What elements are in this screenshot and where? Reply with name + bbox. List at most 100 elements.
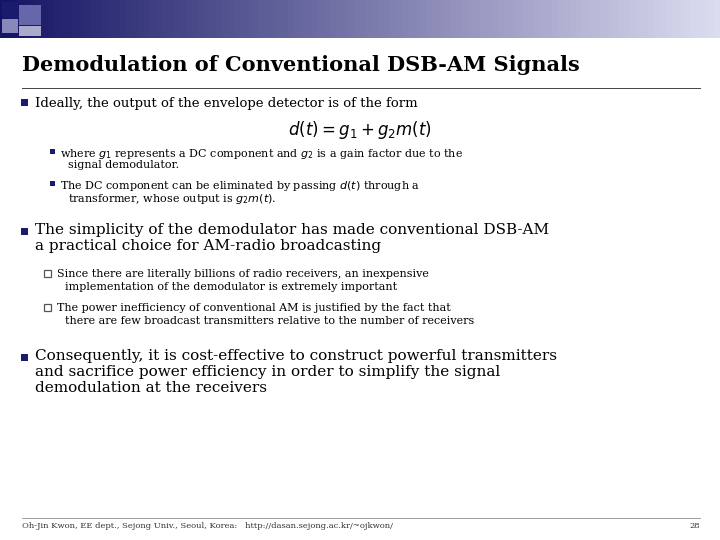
Text: where $g_1$ represents a DC component and $g_2$ is a gain factor due to the: where $g_1$ represents a DC component an… — [60, 147, 463, 161]
Text: Ideally, the output of the envelope detector is of the form: Ideally, the output of the envelope dete… — [35, 97, 418, 110]
Bar — [12, 0, 19, 38]
Bar — [72, 0, 79, 38]
Bar — [132, 0, 139, 38]
Bar — [636, 0, 643, 38]
Text: signal demodulator.: signal demodulator. — [68, 160, 179, 170]
Bar — [276, 0, 283, 38]
Bar — [684, 0, 691, 38]
Bar — [672, 0, 679, 38]
Bar — [192, 0, 199, 38]
Bar — [330, 0, 337, 38]
Bar — [156, 0, 163, 38]
Bar — [84, 0, 91, 38]
Bar — [19, 5, 41, 25]
Text: implementation of the demodulator is extremely important: implementation of the demodulator is ext… — [65, 282, 397, 292]
Bar — [534, 0, 541, 38]
Bar — [204, 0, 211, 38]
Bar — [546, 0, 553, 38]
Bar — [624, 0, 631, 38]
Bar — [690, 0, 697, 38]
Bar — [402, 0, 409, 38]
Bar — [114, 0, 121, 38]
Bar — [396, 0, 403, 38]
Bar — [468, 0, 475, 38]
Bar — [120, 0, 127, 38]
Bar — [78, 0, 85, 38]
Bar — [162, 0, 169, 38]
Text: transformer, whose output is $g_2m(t)$.: transformer, whose output is $g_2m(t)$. — [68, 192, 276, 206]
Bar — [20, 98, 27, 105]
Bar — [54, 0, 61, 38]
Bar — [50, 180, 55, 186]
Bar — [60, 0, 67, 38]
Text: The simplicity of the demodulator has made conventional DSB-AM
a practical choic: The simplicity of the demodulator has ma… — [35, 223, 549, 253]
Bar — [126, 0, 133, 38]
Bar — [174, 0, 181, 38]
Bar — [42, 0, 49, 38]
Bar — [642, 0, 649, 38]
Bar — [390, 0, 397, 38]
Text: The DC component can be eliminated by passing $d(t)$ through a: The DC component can be eliminated by pa… — [60, 179, 420, 193]
Bar — [510, 0, 517, 38]
Bar — [300, 0, 307, 38]
Bar — [258, 0, 265, 38]
Text: $d(t) = g_1 + g_2m(t)$: $d(t) = g_1 + g_2m(t)$ — [288, 119, 432, 141]
Bar — [414, 0, 421, 38]
Bar — [90, 0, 97, 38]
Bar — [666, 0, 673, 38]
Bar — [540, 0, 547, 38]
Bar — [480, 0, 487, 38]
Bar — [372, 0, 379, 38]
Bar — [420, 0, 427, 38]
Bar — [714, 0, 720, 38]
Bar — [354, 0, 361, 38]
Bar — [342, 0, 349, 38]
Text: The power inefficiency of conventional AM is justified by the fact that: The power inefficiency of conventional A… — [57, 303, 451, 313]
Bar — [516, 0, 523, 38]
Bar — [198, 0, 205, 38]
Bar — [678, 0, 685, 38]
Bar — [66, 0, 73, 38]
Bar — [186, 0, 193, 38]
Bar — [504, 0, 511, 38]
Bar — [6, 0, 13, 38]
Bar — [43, 303, 50, 310]
Bar — [102, 0, 109, 38]
Bar — [270, 0, 277, 38]
Bar — [20, 354, 27, 361]
Text: Since there are literally billions of radio receivers, an inexpensive: Since there are literally billions of ra… — [57, 269, 429, 279]
Bar — [606, 0, 613, 38]
Text: Demodulation of Conventional DSB-AM Signals: Demodulation of Conventional DSB-AM Sign… — [22, 55, 580, 75]
Bar — [96, 0, 103, 38]
Bar — [294, 0, 301, 38]
Bar — [702, 0, 709, 38]
Bar — [288, 0, 295, 38]
Bar — [36, 0, 43, 38]
Bar — [654, 0, 661, 38]
Bar — [426, 0, 433, 38]
Bar — [50, 148, 55, 153]
Bar — [2, 19, 18, 33]
Bar — [456, 0, 463, 38]
Bar — [210, 0, 217, 38]
Bar — [180, 0, 187, 38]
Bar — [582, 0, 589, 38]
Bar — [474, 0, 481, 38]
Bar — [432, 0, 439, 38]
Bar — [30, 0, 37, 38]
Bar — [486, 0, 493, 38]
Bar — [336, 0, 343, 38]
Text: Oh-Jin Kwon, EE dept., Sejong Univ., Seoul, Korea:   http://dasan.sejong.ac.kr/~: Oh-Jin Kwon, EE dept., Sejong Univ., Seo… — [22, 522, 393, 530]
Text: there are few broadcast transmitters relative to the number of receivers: there are few broadcast transmitters rel… — [65, 316, 474, 326]
Bar — [246, 0, 253, 38]
Bar — [324, 0, 331, 38]
Bar — [150, 0, 157, 38]
Bar — [222, 0, 229, 38]
Bar — [168, 0, 175, 38]
Bar — [20, 227, 27, 234]
Bar — [24, 0, 31, 38]
Bar — [708, 0, 715, 38]
Bar — [384, 0, 391, 38]
Bar — [144, 0, 151, 38]
Bar — [588, 0, 595, 38]
